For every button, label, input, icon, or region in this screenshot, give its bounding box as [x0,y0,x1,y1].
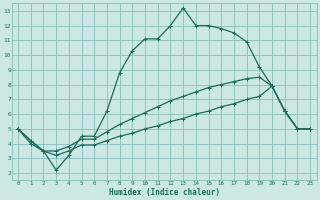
X-axis label: Humidex (Indice chaleur): Humidex (Indice chaleur) [108,188,220,197]
